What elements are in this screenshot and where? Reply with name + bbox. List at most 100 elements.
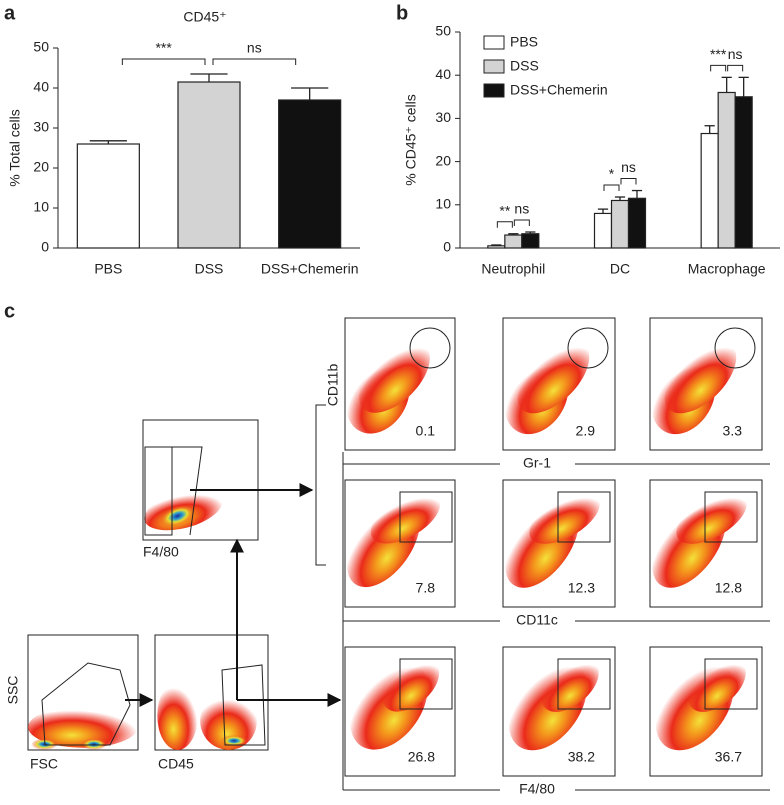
cell-cloud: [529, 492, 600, 544]
cell-cloud: [80, 738, 108, 750]
y-tick-label: 10: [435, 196, 451, 212]
y-tick-label: 20: [33, 159, 49, 175]
gate: [704, 658, 758, 710]
cell-cloud: [359, 342, 430, 413]
cell-cloud: [688, 659, 746, 712]
significance-label: ***: [155, 40, 172, 56]
significance-bracket: [212, 58, 297, 65]
bar: [504, 234, 523, 249]
x-tick-label: PBS: [94, 261, 122, 277]
panel-label: c: [4, 300, 15, 322]
gate: [557, 491, 611, 543]
x-axis-label: FSC: [30, 756, 58, 772]
bar: [521, 233, 540, 249]
y-tick-label: 0: [41, 239, 49, 255]
gate-value: 36.7: [715, 749, 742, 765]
legend-label: DSS: [510, 58, 539, 74]
significance-label: ns: [247, 40, 262, 56]
x-axis-label: CD45: [158, 756, 194, 772]
gate-value: 2.9: [576, 423, 596, 439]
bar: [627, 197, 647, 249]
significance-label: *: [609, 166, 615, 182]
bar: [610, 199, 630, 249]
cell-cloud: [157, 681, 198, 750]
significance-bracket: [513, 219, 530, 227]
bar: [76, 143, 140, 249]
y-axis-label: % Total cells: [7, 109, 23, 187]
y-tick-label: 40: [435, 66, 451, 82]
bar: [593, 212, 613, 249]
cell-cloud: [541, 659, 599, 712]
x-tick-label: DC: [610, 261, 630, 277]
bar: [177, 81, 241, 249]
y-axis-label: CD11b: [325, 364, 341, 407]
panel-label: b: [396, 2, 408, 24]
gate: [704, 491, 758, 543]
y-tick-label: 30: [435, 109, 451, 125]
gate: [399, 658, 453, 710]
gate: [557, 658, 611, 710]
bar: [717, 91, 736, 249]
gate-value: 7.8: [416, 580, 436, 596]
cell-cloud: [382, 659, 440, 712]
gate-value: 12.3: [568, 580, 595, 596]
y-tick-label: 40: [33, 79, 49, 95]
significance-bracket: [603, 184, 620, 192]
gate-value: 26.8: [408, 749, 435, 765]
legend-label: DSS+Chemerin: [510, 82, 608, 98]
panel-label: a: [4, 2, 16, 24]
gate-value: 0.1: [416, 423, 436, 439]
legend-swatch: [483, 59, 505, 74]
y-tick-label: 0: [443, 239, 451, 255]
y-tick-label: 50: [435, 23, 451, 39]
y-axis-label: % CD45⁺ cells: [403, 94, 419, 185]
bar: [700, 132, 719, 249]
cell-cloud: [200, 692, 257, 750]
gate: [409, 327, 451, 369]
legend-label: PBS: [510, 34, 538, 50]
cell-cloud: [370, 492, 441, 544]
significance-label: ***: [710, 46, 727, 62]
significance-bracket: [496, 221, 513, 228]
gate-value: 12.8: [715, 580, 742, 596]
bracket: [315, 404, 326, 566]
legend-swatch: [483, 35, 505, 50]
y-tick-label: 50: [33, 39, 49, 55]
x-tick-label: Neutrophil: [481, 261, 545, 277]
significance-label: ns: [514, 201, 529, 217]
significance-bracket: [710, 64, 727, 72]
significance-bracket: [727, 64, 744, 72]
x-tick-label: DSS+Chemerin: [261, 261, 359, 277]
y-tick-label: 10: [33, 199, 49, 215]
y-axis-label: SSC: [5, 676, 21, 705]
significance-label: **: [499, 202, 510, 218]
y-tick-label: 30: [33, 119, 49, 135]
gate-value: 38.2: [568, 749, 595, 765]
gate-value: 3.3: [723, 423, 743, 439]
significance-bracket: [620, 178, 637, 185]
gate: [399, 491, 453, 543]
x-axis-label: Gr-1: [523, 455, 551, 471]
bar: [278, 99, 342, 249]
x-axis-label: F4/80: [143, 544, 179, 560]
significance-bracket: [121, 58, 206, 65]
significance-label: ns: [621, 159, 636, 175]
cell-cloud: [159, 505, 196, 527]
legend-swatch: [483, 83, 505, 98]
gate: [714, 327, 756, 369]
gate: [221, 664, 266, 746]
chart-title: CD45⁺: [183, 9, 226, 25]
x-axis-label: F4/80: [519, 781, 555, 797]
gate: [144, 446, 203, 536]
bar: [734, 96, 753, 249]
cell-cloud: [220, 735, 248, 747]
gate: [41, 662, 131, 746]
bar: [487, 245, 506, 249]
x-tick-label: DSS: [195, 261, 224, 277]
x-tick-label: Macrophage: [688, 261, 766, 277]
cell-cloud: [28, 706, 138, 748]
cell-cloud: [676, 492, 747, 544]
x-axis-label: CD11c: [516, 612, 558, 628]
significance-label: ns: [728, 46, 743, 62]
